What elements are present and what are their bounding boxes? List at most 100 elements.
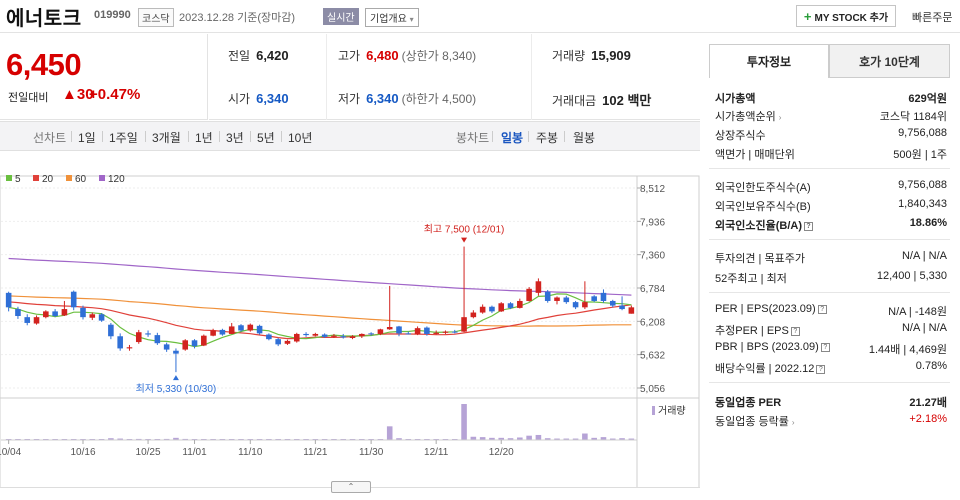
- volume-bar: [507, 438, 514, 440]
- volume-bar: [554, 438, 560, 440]
- chart-scroll-handle[interactable]: ⌃: [331, 481, 371, 493]
- candle-body: [386, 327, 393, 330]
- y-tick-label: 7,360: [640, 251, 665, 262]
- volume-bar: [591, 437, 597, 440]
- volume-bar: [563, 438, 570, 440]
- candle-body: [247, 324, 254, 331]
- volume-legend-label: 거래량: [658, 405, 686, 417]
- y-tick-label: 5,056: [640, 384, 665, 395]
- candle-body: [15, 309, 21, 317]
- legend-swatch: [33, 175, 39, 181]
- candle-body: [609, 300, 616, 306]
- change-percent: +0.47%: [89, 86, 141, 103]
- period-3m[interactable]: 3개월: [152, 131, 181, 145]
- period-3y[interactable]: 3년: [226, 131, 244, 145]
- candle-body: [228, 326, 235, 334]
- candle-body: [628, 307, 635, 314]
- period-10y[interactable]: 10년: [288, 131, 313, 145]
- volume-bar: [117, 438, 123, 440]
- plus-icon: +: [803, 8, 812, 24]
- candle-daily[interactable]: 일봉: [501, 131, 524, 145]
- candle-body: [433, 332, 439, 334]
- candle-body: [591, 296, 597, 301]
- volume-bar: [526, 435, 532, 440]
- candle-body: [293, 333, 300, 342]
- x-tick-label: 10/04: [0, 447, 22, 458]
- y-tick-label: 6,208: [640, 317, 665, 328]
- candle-body: [275, 339, 281, 345]
- candle-weekly[interactable]: 주봉: [536, 131, 559, 145]
- volume-bar: [619, 438, 625, 440]
- info-icon: ?: [816, 364, 826, 374]
- candle-body: [33, 317, 40, 324]
- stock-header: 에너토크 019990 코스닥 2023.12.28 기준(장마감) 실시간 기…: [0, 0, 960, 33]
- candle-body: [303, 333, 309, 336]
- x-tick-label: 10/25: [136, 447, 161, 458]
- candle-body: [600, 292, 607, 301]
- legend-swatch: [99, 175, 105, 181]
- week52-row: 52주최고 | 최저 12,400 | 5,330: [715, 270, 947, 285]
- period-1y[interactable]: 1년: [195, 131, 213, 145]
- realtime-button[interactable]: 실시간: [323, 8, 359, 25]
- tab-order-book[interactable]: 호가 10단계: [829, 44, 950, 78]
- candle-body: [414, 328, 421, 334]
- foreign-limit-row: 외국인한도주식수(A) 9,756,088: [715, 179, 947, 194]
- per-eps-row: PER | EPS(2023.09)? N/A | -148원: [715, 303, 947, 318]
- volume-bar: [479, 437, 486, 440]
- volume-bar: [135, 438, 142, 440]
- legend-label: 20: [42, 174, 54, 185]
- candle-body: [210, 330, 216, 336]
- candle-body: [98, 314, 105, 321]
- industry-per-row: 동일업종 PER 21.27배: [715, 397, 947, 409]
- tab-investment-info[interactable]: 투자정보: [709, 44, 829, 78]
- candle-body: [396, 326, 402, 334]
- period-1d[interactable]: 1일: [78, 131, 96, 145]
- line-chart-label: 선차트: [33, 131, 67, 145]
- period-1w[interactable]: 1주일: [109, 131, 138, 145]
- market-badge: 코스닥: [138, 8, 174, 27]
- chart-frame: [0, 175, 700, 488]
- volume-bar: [582, 433, 588, 440]
- current-price: 6,450: [6, 47, 82, 82]
- y-tick-label: 8,512: [640, 184, 665, 195]
- add-mystock-button[interactable]: + MY STOCK 추가: [796, 5, 896, 27]
- candle-body: [266, 334, 272, 340]
- candle-body: [89, 314, 96, 318]
- volume-bar: [572, 438, 579, 440]
- candle-body: [349, 336, 356, 338]
- candle-body: [544, 291, 551, 301]
- low-price: 저가 6,340 (하한가 4,500): [338, 91, 477, 106]
- candle-body: [219, 329, 226, 335]
- est-per-row: 추정PER | EPS? N/A | N/A: [715, 322, 947, 337]
- legend-label: 60: [75, 174, 87, 185]
- candlestick-chart[interactable]: 5 20 60 120 8,512 7,936 7,360 6,784 6,208 5,632 5,…: [0, 152, 700, 488]
- x-tick-label: 11/30: [359, 447, 384, 458]
- candle-body: [312, 333, 319, 336]
- volume-bar: [535, 434, 542, 440]
- candle-body: [284, 340, 291, 344]
- prev-close: 전일 6,420: [228, 48, 289, 63]
- ma60-line: [8, 295, 632, 327]
- candle-body: [126, 347, 133, 349]
- candle-body: [52, 311, 58, 317]
- info-icon: ?: [817, 304, 827, 314]
- period-5y[interactable]: 5년: [257, 131, 275, 145]
- quick-order-link[interactable]: 빠른주문: [912, 12, 953, 24]
- high-annotation: 최고 7,500 (12/01): [424, 224, 505, 236]
- candle-body: [24, 317, 31, 323]
- price-stats: 전일 6,420 고가 6,480 (상한가 8,340) 거래량 15,909 시가 6…: [209, 34, 700, 120]
- high-price: 고가 6,480 (상한가 8,340): [338, 48, 477, 63]
- candle-body: [340, 336, 347, 338]
- x-tick-label: 11/01: [182, 447, 207, 458]
- candle-body: [331, 335, 337, 337]
- candle-body: [498, 303, 505, 312]
- volume-bar: [517, 437, 523, 440]
- company-overview-dropdown[interactable]: 기업개요 ▾: [365, 8, 419, 27]
- dividend-row: 배당수익률 | 2022.12? 0.78%: [715, 360, 947, 375]
- candle-body: [424, 327, 430, 334]
- y-tick-label: 5,632: [640, 351, 665, 362]
- price-chart[interactable]: 5 20 60 120 8,512 7,936 7,360 6,784 6,208 5,632 5,…: [0, 152, 700, 500]
- candle-monthly[interactable]: 월봉: [573, 131, 596, 145]
- legend-label: 5: [15, 174, 21, 185]
- candle-body: [238, 325, 244, 331]
